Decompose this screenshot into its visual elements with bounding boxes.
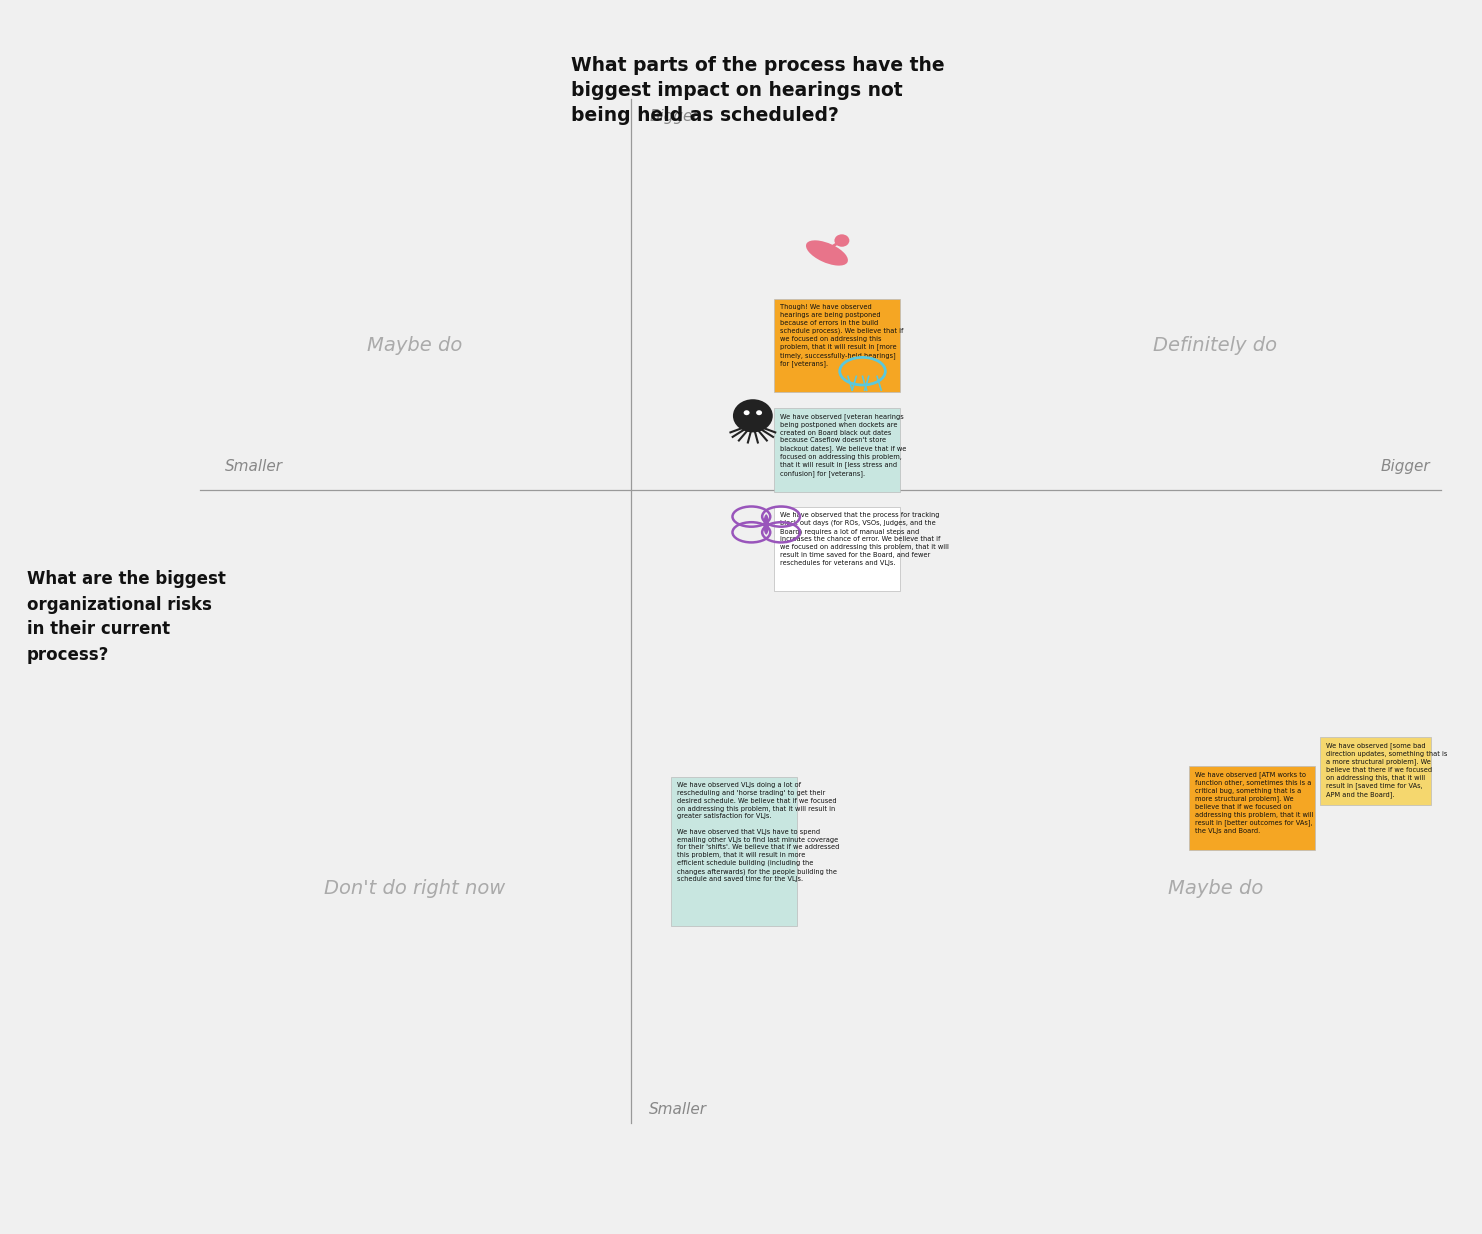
- FancyBboxPatch shape: [774, 300, 900, 392]
- Text: Maybe do: Maybe do: [368, 336, 462, 355]
- Ellipse shape: [763, 515, 769, 534]
- Text: Smaller: Smaller: [225, 459, 283, 474]
- Circle shape: [744, 410, 750, 415]
- Text: Definitely do: Definitely do: [1153, 336, 1277, 355]
- Text: Bigger: Bigger: [1381, 459, 1430, 474]
- Circle shape: [734, 400, 772, 432]
- FancyBboxPatch shape: [670, 777, 797, 926]
- FancyBboxPatch shape: [774, 507, 900, 591]
- Ellipse shape: [806, 241, 848, 265]
- Text: Though! We have observed
hearings are being postponed
because of errors in the b: Though! We have observed hearings are be…: [780, 305, 904, 368]
- Circle shape: [756, 410, 762, 415]
- FancyBboxPatch shape: [774, 408, 900, 492]
- Text: What are the biggest
organizational risks
in their current
process?: What are the biggest organizational risk…: [27, 570, 225, 664]
- Text: Don't do right now: Don't do right now: [325, 879, 505, 898]
- Circle shape: [834, 234, 849, 247]
- Text: We have observed [some bad
direction updates, something that is
a more structura: We have observed [some bad direction upd…: [1326, 743, 1446, 797]
- Text: What parts of the process have the
biggest impact on hearings not
being held as : What parts of the process have the bigge…: [571, 56, 944, 125]
- Text: Smaller: Smaller: [649, 1102, 707, 1117]
- Text: We have observed [ATM works to
function other, sometimes this is a
critical bug,: We have observed [ATM works to function …: [1194, 771, 1313, 834]
- FancyBboxPatch shape: [1189, 766, 1315, 850]
- Text: Maybe do: Maybe do: [1168, 879, 1263, 898]
- Text: We have observed VLJs doing a lot of
rescheduling and 'horse trading' to get the: We have observed VLJs doing a lot of res…: [676, 782, 839, 882]
- FancyBboxPatch shape: [1319, 738, 1432, 806]
- Text: Bigger: Bigger: [649, 109, 698, 123]
- Text: We have observed that the process for tracking
block out days (for ROs, VSOs, Ju: We have observed that the process for tr…: [780, 512, 948, 565]
- Text: We have observed [veteran hearings
being postponed when dockets are
created on B: We have observed [veteran hearings being…: [780, 413, 907, 476]
